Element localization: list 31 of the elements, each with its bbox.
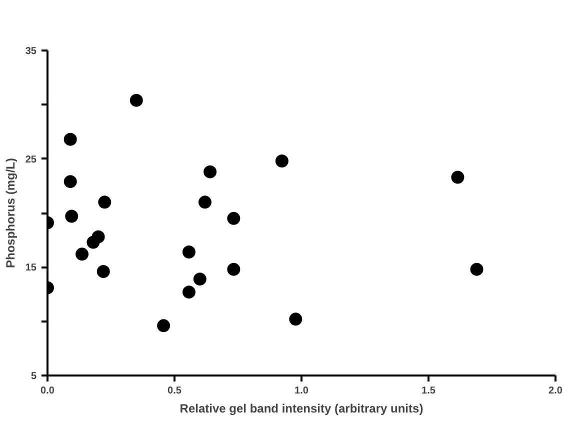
x-tick-label: 0.0 (40, 386, 55, 396)
x-axis-title: Relative gel band intensity (arbitrary units) (180, 402, 424, 416)
point (275, 154, 288, 168)
y-tick-label: 15 (25, 262, 37, 274)
point (64, 175, 77, 188)
point (96, 265, 110, 278)
point (76, 248, 89, 261)
point (470, 262, 484, 276)
point (92, 230, 105, 244)
point (64, 132, 77, 146)
point (157, 319, 170, 332)
y-tick-label: 5 (30, 371, 37, 382)
y-tick-label: 35 (25, 46, 37, 57)
point (289, 312, 302, 326)
point (130, 94, 143, 107)
y-axis-title: Phosphorus (mg/L) (3, 158, 18, 268)
point (198, 196, 212, 209)
point (193, 272, 206, 286)
point (227, 262, 240, 276)
point (182, 286, 196, 299)
x-tick-label: 0.5 (168, 386, 182, 396)
point (451, 170, 464, 184)
point (182, 246, 196, 258)
x-tick-label: 1.5 (422, 386, 436, 396)
point (98, 196, 112, 209)
point (204, 165, 217, 178)
point (65, 210, 78, 223)
point (227, 212, 240, 225)
x-tick-label: 2.0 (548, 386, 563, 396)
y-tick-label: 25 (25, 154, 37, 166)
x-tick-label: 1.0 (294, 386, 309, 396)
